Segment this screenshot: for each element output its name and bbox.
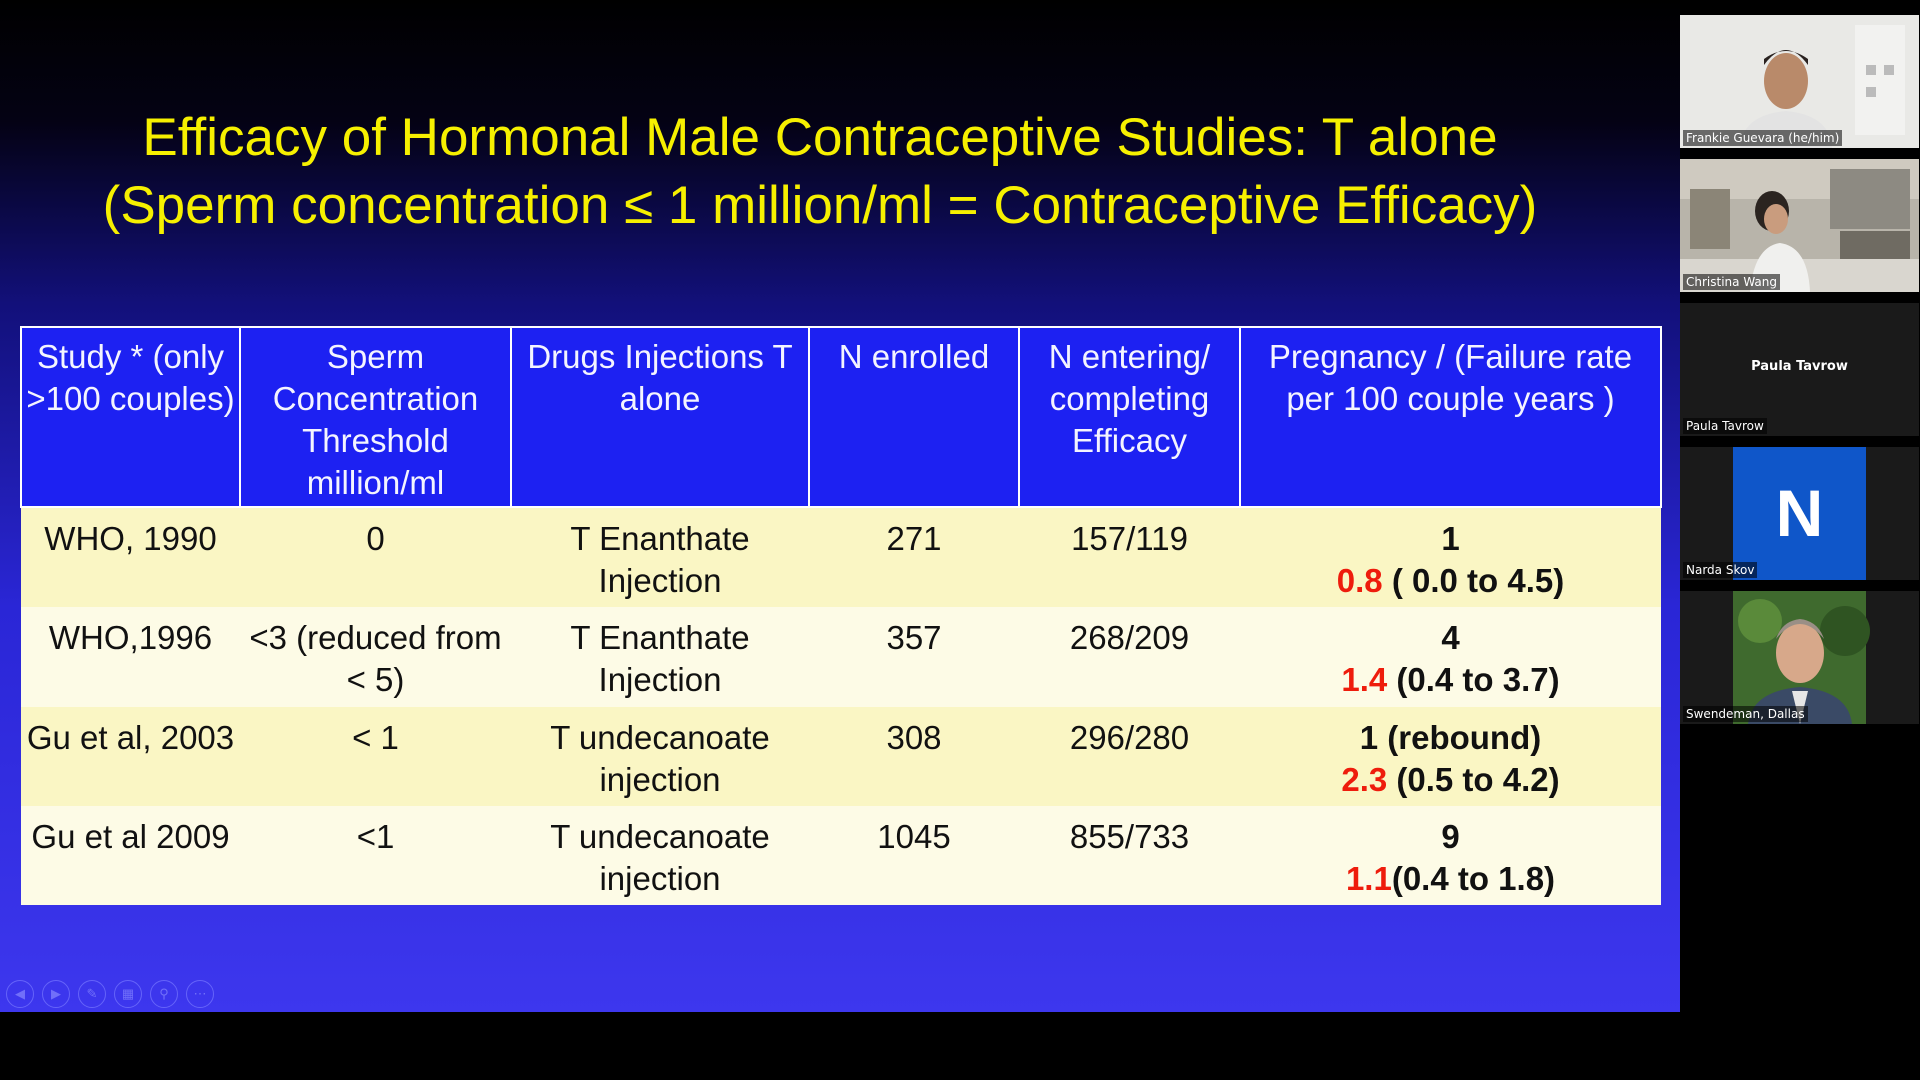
table-row: Gu et al, 2003 < 1 T undecanoate injecti… — [21, 706, 1661, 806]
header-drug: Drugs Injections T alone — [510, 326, 810, 508]
cell-entering: 855/733 — [1019, 805, 1240, 905]
participant-video — [1680, 159, 1919, 292]
cell-study: WHO, 1990 — [21, 507, 240, 608]
pregnancy-count: 9 — [1441, 817, 1460, 855]
presentation-controls: ◀ ▶ ✎ ▦ ⚲ ⋯ — [6, 980, 214, 1008]
participant-tile[interactable]: Swendeman, Dallas — [1680, 591, 1919, 724]
zoom-icon[interactable]: ⚲ — [150, 980, 178, 1008]
table-row: Gu et al 2009 <1 T undecanoate injection… — [21, 805, 1661, 905]
table-header-row: Study * (only >100 couples) Sperm Concen… — [20, 326, 1662, 508]
header-pregnancy: Pregnancy / (Failure rate per 100 couple… — [1239, 326, 1662, 508]
participant-video — [1680, 591, 1919, 724]
previous-icon[interactable]: ◀ — [6, 980, 34, 1008]
cell-study: WHO,1996 — [21, 607, 240, 707]
header-study: Study * (only >100 couples) — [20, 326, 241, 508]
participant-tile[interactable]: Frankie Guevara (he/him) — [1680, 15, 1919, 148]
pen-icon[interactable]: ✎ — [78, 980, 106, 1008]
pregnancy-count: 1 (rebound) — [1359, 718, 1542, 756]
participant-avatar: N — [1733, 447, 1866, 580]
cell-study: Gu et al, 2003 — [21, 706, 240, 806]
cell-enrolled: 271 — [809, 507, 1019, 608]
cell-enrolled: 357 — [809, 607, 1019, 707]
confidence-interval: (0.4 to 3.7) — [1387, 661, 1560, 699]
slide-title-line-2: (Sperm concentration ≤ 1 million/ml = Co… — [102, 176, 1538, 235]
cell-pregnancy: 4 1.4 (0.4 to 3.7) — [1240, 607, 1661, 707]
cell-drug: T undecanoate injection — [511, 706, 809, 806]
cell-entering: 157/119 — [1019, 507, 1240, 608]
confidence-interval: (0.4 to 1.8) — [1391, 859, 1556, 897]
participant-name: Frankie Guevara (he/him) — [1683, 130, 1843, 146]
cell-entering: 296/280 — [1019, 706, 1240, 806]
participant-tile[interactable]: N Narda Skov — [1680, 447, 1919, 580]
cell-entering: 268/209 — [1019, 607, 1240, 707]
participant-strip: Frankie Guevara (he/him) Christina Wang … — [1680, 0, 1920, 1080]
slide-title: Efficacy of Hormonal Male Contraceptive … — [0, 104, 1640, 240]
cell-threshold: < 1 — [240, 706, 511, 806]
next-icon[interactable]: ▶ — [42, 980, 70, 1008]
cell-threshold: 0 — [240, 507, 511, 608]
cell-study: Gu et al 2009 — [21, 805, 240, 905]
cell-drug: T Enanthate Injection — [511, 607, 809, 707]
participant-name: Paula Tavrow — [1683, 418, 1767, 434]
slide-title-line-1: Efficacy of Hormonal Male Contraceptive … — [142, 108, 1498, 167]
header-threshold: Sperm Concentration Threshold million/ml — [239, 326, 512, 508]
confidence-interval: ( 0.0 to 4.5) — [1382, 562, 1565, 599]
participant-name: Christina Wang — [1683, 274, 1780, 290]
failure-rate: 2.3 — [1341, 760, 1388, 798]
efficacy-table: Study * (only >100 couples) Sperm Concen… — [20, 326, 1662, 905]
participant-name: Swendeman, Dallas — [1683, 706, 1808, 722]
cell-pregnancy: 1 0.8 ( 0.0 to 4.5) — [1240, 507, 1661, 608]
participant-name: Narda Skov — [1683, 562, 1758, 578]
cell-drug: T Enanthate Injection — [511, 507, 809, 608]
presentation-slide: Efficacy of Hormonal Male Contraceptive … — [0, 0, 1680, 1012]
cell-pregnancy: 1 (rebound) 2.3 (0.5 to 4.2) — [1240, 706, 1661, 806]
confidence-interval: (0.5 to 4.2) — [1387, 760, 1560, 798]
table-row: WHO, 1990 0 T Enanthate Injection 271 15… — [21, 507, 1661, 608]
cell-threshold: <1 — [240, 805, 511, 905]
slides-grid-icon[interactable]: ▦ — [114, 980, 142, 1008]
cell-drug: T undecanoate injection — [511, 805, 809, 905]
cell-threshold: <3 (reduced from < 5) — [240, 607, 511, 707]
failure-rate: 1.4 — [1341, 661, 1388, 699]
pregnancy-count: 1 — [1441, 520, 1460, 557]
cell-enrolled: 1045 — [809, 805, 1019, 905]
header-entering: N entering/ completing Efficacy — [1018, 326, 1241, 508]
failure-rate: 0.8 — [1336, 562, 1383, 599]
participant-display-name: Paula Tavrow — [1751, 359, 1848, 374]
failure-rate: 1.1 — [1345, 859, 1392, 897]
table-row: WHO,1996 <3 (reduced from < 5) T Enantha… — [21, 607, 1661, 707]
bottom-bar — [0, 1012, 1680, 1080]
cell-pregnancy: 9 1.1(0.4 to 1.8) — [1240, 805, 1661, 905]
pregnancy-count: 4 — [1441, 619, 1460, 657]
participant-video — [1680, 15, 1919, 148]
cell-enrolled: 308 — [809, 706, 1019, 806]
participant-tile[interactable]: Paula Tavrow Paula Tavrow — [1680, 303, 1919, 436]
participant-tile[interactable]: Christina Wang — [1680, 159, 1919, 292]
header-enrolled: N enrolled — [808, 326, 1020, 508]
more-icon[interactable]: ⋯ — [186, 980, 214, 1008]
